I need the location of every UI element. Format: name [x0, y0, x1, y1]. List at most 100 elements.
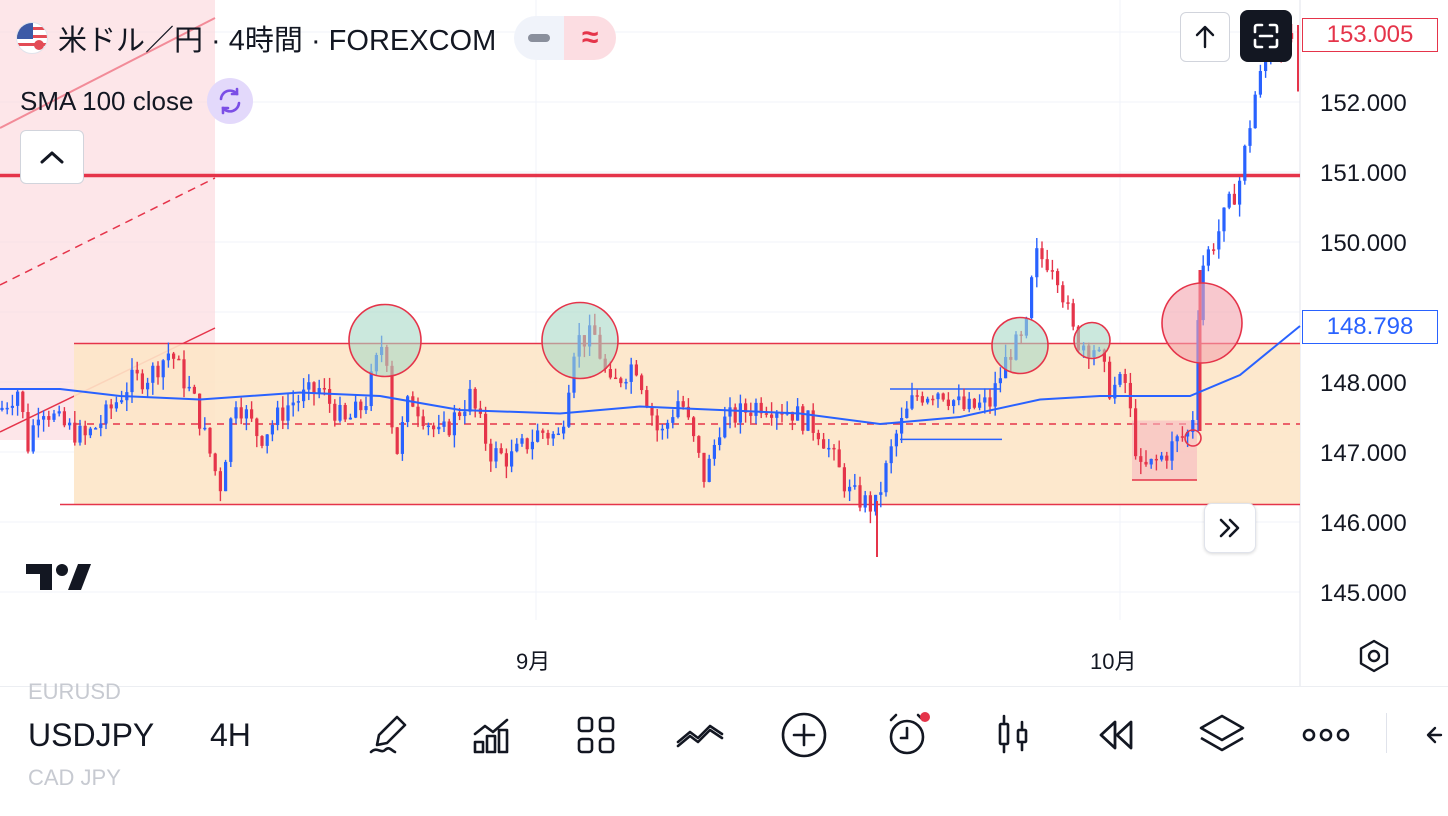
candle-body — [1248, 128, 1252, 146]
candle-body — [822, 439, 826, 449]
sma-price-label: 148.798 — [1302, 310, 1438, 344]
candle-body — [104, 404, 108, 424]
entry-marker — [1184, 429, 1202, 447]
candle-body — [1118, 374, 1122, 385]
symbol-picker[interactable]: USDJPY — [28, 717, 155, 753]
candle-body — [556, 433, 560, 435]
candle-body — [707, 458, 711, 482]
candle-body — [551, 433, 555, 439]
candle-body — [151, 365, 155, 383]
approx-icon[interactable]: ≈ — [564, 16, 617, 60]
candle-body — [333, 403, 337, 421]
candle-body — [1222, 207, 1226, 232]
alert-icon[interactable] — [882, 709, 934, 761]
x-axis-label: 9月 — [516, 649, 551, 674]
candle-body — [1144, 461, 1148, 465]
candle-body — [754, 402, 758, 416]
minimize-icon[interactable] — [514, 16, 565, 60]
candle-body — [879, 492, 883, 495]
candle-body — [546, 432, 550, 439]
more-icon[interactable] — [1300, 709, 1352, 761]
candle-body — [343, 404, 347, 420]
candle-body — [874, 494, 878, 512]
scroll-up-button[interactable] — [1180, 12, 1230, 62]
prev-symbol-ghost: EURUSD — [28, 679, 121, 704]
y-axis-label: 148.000 — [1320, 370, 1407, 397]
candle-body — [114, 402, 118, 409]
candle-body — [655, 415, 659, 431]
candle-body — [1149, 458, 1153, 465]
scroll-to-realtime-button[interactable] — [1204, 503, 1256, 553]
candle-body — [1232, 193, 1236, 205]
candle-body — [442, 421, 446, 427]
add-icon[interactable] — [778, 709, 830, 761]
candle-body — [395, 427, 399, 454]
candle-body — [1123, 374, 1127, 383]
candle-body — [931, 398, 935, 401]
replay-icon[interactable] — [1090, 709, 1142, 761]
candle-body — [952, 400, 956, 406]
tradingview-logo-icon[interactable] — [24, 560, 92, 597]
settings-hexagon-icon[interactable] — [1356, 638, 1392, 674]
highlight-circles — [348, 282, 1243, 447]
candle-body — [780, 413, 784, 415]
indicator-label[interactable]: SMA 100 close — [20, 85, 194, 116]
candle-body — [281, 407, 285, 421]
candle-body — [1045, 259, 1049, 271]
candle-body — [437, 426, 441, 430]
candle-body — [88, 428, 92, 436]
candle-body — [853, 485, 857, 487]
candle-body — [484, 413, 488, 444]
candle-body — [671, 417, 675, 423]
drawing-zones — [0, 0, 1300, 506]
candle-body — [686, 406, 690, 418]
candle-body — [1134, 408, 1138, 457]
candle-body — [941, 393, 945, 400]
sync-icon[interactable] — [207, 78, 254, 124]
interval-picker[interactable]: 4H — [210, 717, 251, 753]
candle-body — [1212, 249, 1216, 251]
candle-body — [1170, 441, 1174, 461]
chart-type-icon[interactable] — [988, 709, 1040, 761]
chevron-up-icon — [40, 151, 64, 164]
arrow-left-icon[interactable] — [1418, 709, 1448, 761]
candle-body — [0, 407, 4, 410]
collapse-legend-button[interactable] — [20, 130, 84, 184]
candle-body — [1056, 271, 1060, 286]
candle-body — [905, 408, 909, 419]
candle-body — [868, 495, 872, 512]
candle-body — [1243, 145, 1247, 181]
candle-body — [57, 411, 61, 414]
candle-body — [229, 418, 233, 462]
candle-body — [1139, 456, 1143, 462]
candle-body — [234, 407, 238, 419]
candle-body — [614, 377, 618, 380]
y-axis-label: 147.000 — [1320, 440, 1407, 467]
candle-body — [198, 393, 202, 429]
symbol-title[interactable]: 米ドル／円 · 4時間 · FOREXCOM — [58, 25, 497, 57]
compare-icon[interactable] — [674, 709, 726, 761]
candle-body — [816, 432, 820, 440]
candle-body — [1258, 71, 1262, 95]
fullscreen-button[interactable] — [1240, 10, 1292, 62]
candle-body — [83, 425, 87, 436]
highlight-circle — [991, 316, 1049, 375]
layouts-icon[interactable] — [570, 709, 622, 761]
candle-body — [1165, 455, 1169, 461]
candle-body — [1217, 231, 1221, 250]
candle-body — [182, 359, 186, 389]
arrow-up-icon — [1195, 25, 1215, 49]
price-chart[interactable] — [0, 0, 1448, 690]
candle-body — [187, 386, 191, 389]
candle-body — [5, 407, 9, 410]
candle-body — [146, 382, 150, 390]
candle-body — [1191, 419, 1195, 432]
layers-icon[interactable] — [1196, 709, 1248, 761]
candle-body — [255, 418, 259, 437]
draw-tool-icon[interactable] — [364, 709, 416, 761]
chart-mode-pill[interactable]: ≈ — [514, 16, 617, 60]
channel-line-upper — [0, 17, 216, 129]
indicators-icon[interactable] — [466, 709, 518, 761]
candle-body — [99, 423, 103, 429]
candle-body — [1175, 436, 1179, 442]
